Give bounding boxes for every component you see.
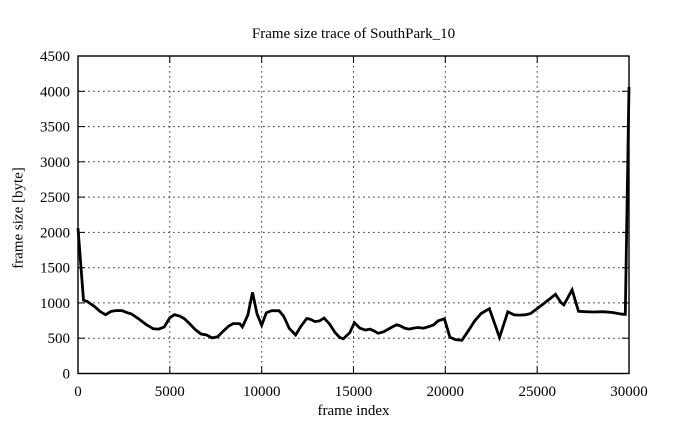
x-tick-label: 15000	[335, 384, 373, 400]
y-tick-label: 2500	[40, 190, 70, 206]
y-tick-label: 3000	[40, 155, 70, 171]
x-tick-label: 30000	[610, 384, 648, 400]
x-tick-label: 25000	[518, 384, 556, 400]
y-tick-label: 1000	[40, 296, 70, 312]
x-tick-label: 20000	[427, 384, 465, 400]
chart-title: Frame size trace of SouthPark_10	[251, 26, 456, 42]
frame-size-trace-line	[76, 86, 631, 342]
x-tick-label: 5000	[155, 384, 185, 400]
y-tick-label: 4500	[40, 49, 70, 65]
y-tick-label: 1500	[40, 261, 70, 277]
y-tick-label: 0	[63, 367, 71, 383]
y-tick-label: 500	[48, 331, 71, 347]
x-tick-label: 10000	[243, 384, 281, 400]
y-axis-label: frame size [byte]	[10, 167, 27, 269]
x-tick-label: 0	[74, 384, 82, 400]
x-axis-label: frame index	[317, 403, 390, 419]
y-tick-label: 3500	[40, 120, 70, 136]
y-tick-label: 4000	[40, 84, 70, 100]
y-tick-label: 2000	[40, 225, 70, 241]
plot-frame	[77, 55, 630, 375]
